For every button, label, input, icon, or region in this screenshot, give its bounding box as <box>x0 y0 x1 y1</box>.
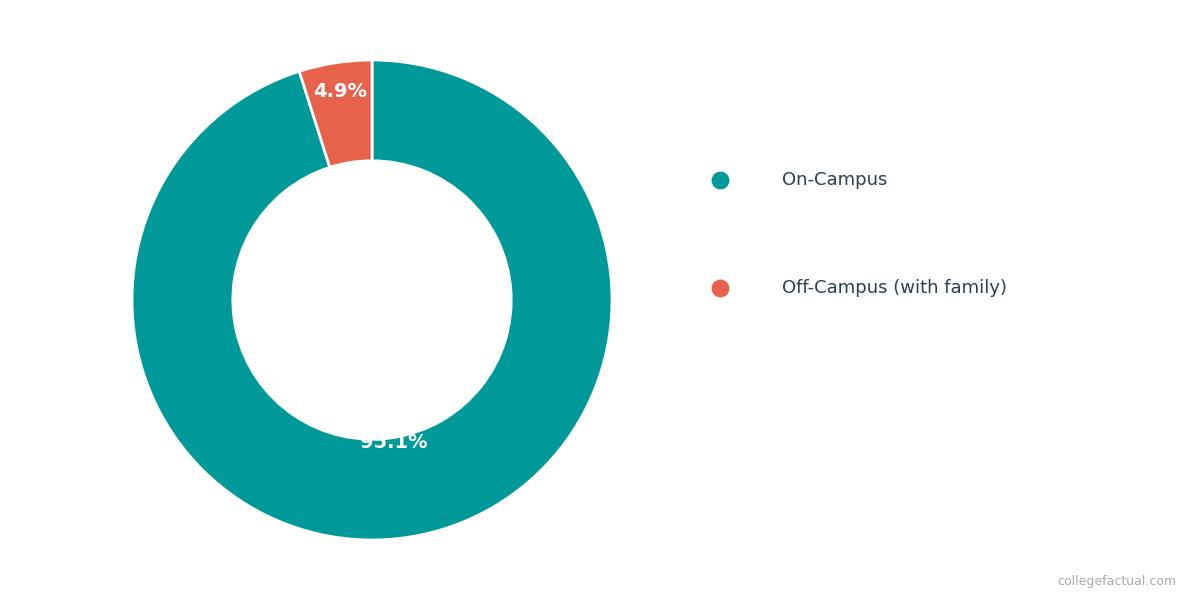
Wedge shape <box>132 60 612 540</box>
Text: Off-Campus (with family): Off-Campus (with family) <box>782 279 1008 297</box>
Text: 95.1%: 95.1% <box>360 433 428 452</box>
Text: collegefactual.com: collegefactual.com <box>1057 575 1176 588</box>
Text: On-Campus: On-Campus <box>782 171 888 189</box>
Text: 4.9%: 4.9% <box>313 82 367 101</box>
Wedge shape <box>299 60 372 167</box>
